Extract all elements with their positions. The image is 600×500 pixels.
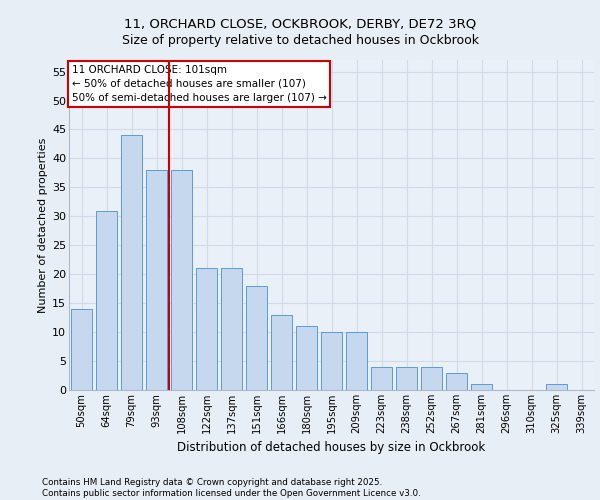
- Text: Contains HM Land Registry data © Crown copyright and database right 2025.
Contai: Contains HM Land Registry data © Crown c…: [42, 478, 421, 498]
- Bar: [271, 314, 292, 390]
- Bar: [221, 268, 242, 390]
- Bar: [421, 367, 442, 390]
- Text: Size of property relative to detached houses in Ockbrook: Size of property relative to detached ho…: [121, 34, 479, 47]
- Bar: [296, 326, 317, 390]
- Bar: [196, 268, 217, 390]
- Bar: [346, 332, 367, 390]
- Y-axis label: Number of detached properties: Number of detached properties: [38, 138, 48, 312]
- Bar: [96, 210, 117, 390]
- Bar: [396, 367, 417, 390]
- Bar: [71, 309, 92, 390]
- Bar: [146, 170, 167, 390]
- X-axis label: Distribution of detached houses by size in Ockbrook: Distribution of detached houses by size …: [178, 442, 485, 454]
- Bar: [171, 170, 192, 390]
- Bar: [446, 372, 467, 390]
- Bar: [321, 332, 342, 390]
- Text: 11 ORCHARD CLOSE: 101sqm
← 50% of detached houses are smaller (107)
50% of semi-: 11 ORCHARD CLOSE: 101sqm ← 50% of detach…: [71, 65, 326, 103]
- Bar: [546, 384, 567, 390]
- Bar: [246, 286, 267, 390]
- Text: 11, ORCHARD CLOSE, OCKBROOK, DERBY, DE72 3RQ: 11, ORCHARD CLOSE, OCKBROOK, DERBY, DE72…: [124, 18, 476, 30]
- Bar: [121, 136, 142, 390]
- Bar: [471, 384, 492, 390]
- Bar: [371, 367, 392, 390]
